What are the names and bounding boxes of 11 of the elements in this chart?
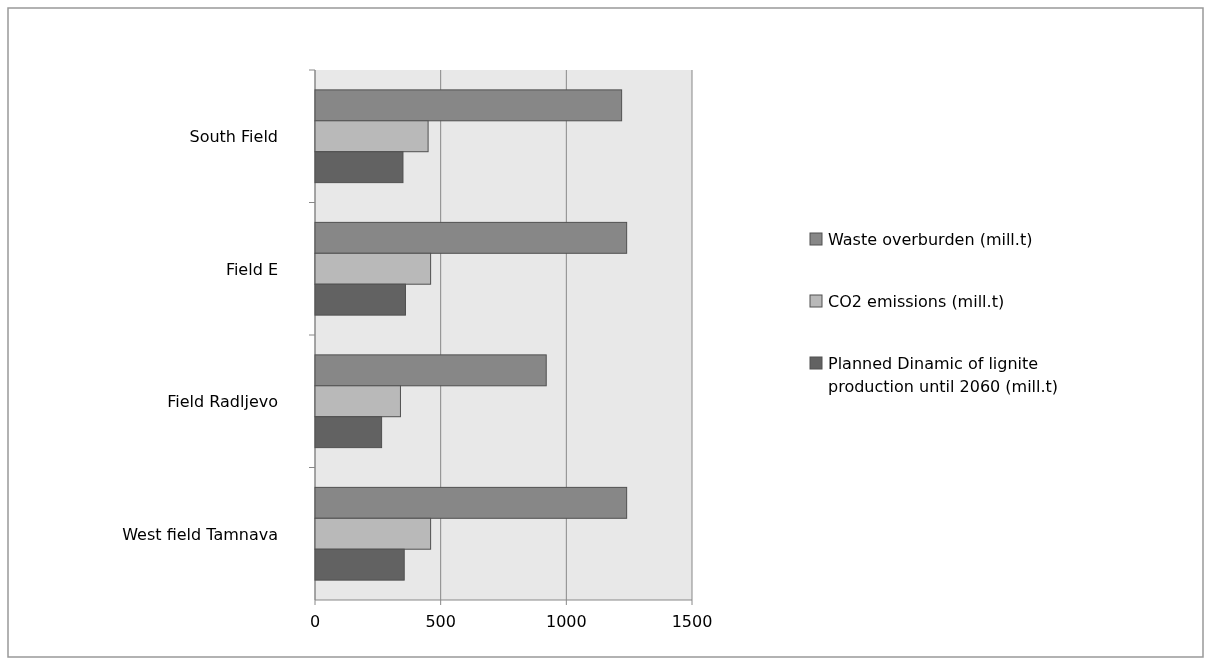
y-tick-label: Field E bbox=[225, 259, 278, 279]
x-tick-label: 1500 bbox=[671, 612, 713, 631]
x-tick-label: 1000 bbox=[545, 612, 587, 631]
x-tick-label: 0 bbox=[309, 612, 321, 631]
y-tick-label: South Field bbox=[189, 127, 278, 147]
x-tick-label: 500 bbox=[425, 612, 456, 631]
legend-label: Waste overburden (mill.t) bbox=[828, 230, 1033, 249]
y-tick-label: West field Tamnava bbox=[122, 524, 278, 544]
legend-label: Planned Dinamic of lignite production until 2060 (mill.t) bbox=[828, 354, 1059, 396]
legend-label: CO2 emissions (mill.t) bbox=[828, 292, 1005, 311]
y-tick-label: Field Radljevo bbox=[167, 392, 278, 412]
